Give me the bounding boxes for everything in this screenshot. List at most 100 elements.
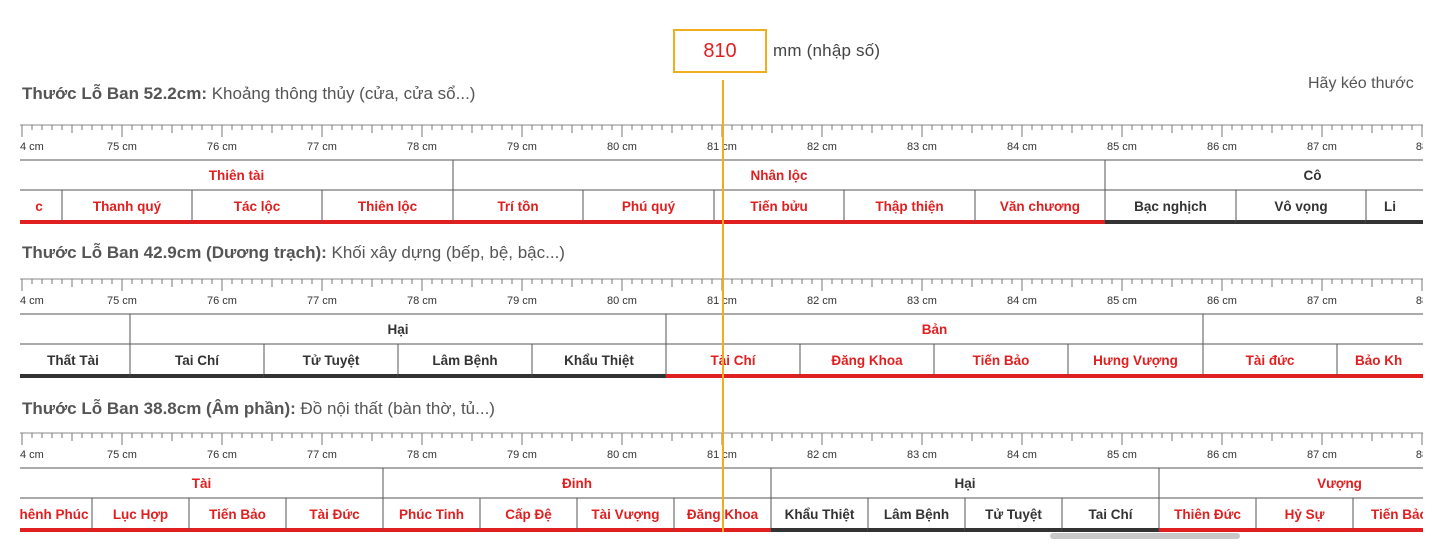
ruler-cell-label: Tai Chí [1088, 507, 1133, 522]
ruler-cell-label: Tử Tuyệt [303, 353, 360, 368]
ruler-cell-label: Tác lộc [234, 199, 281, 214]
horizontal-scrollbar[interactable] [1050, 533, 1240, 539]
ruler-group-label: Cô [1304, 168, 1322, 183]
cell-quality-bar [192, 220, 322, 224]
cell-quality-bar [130, 374, 264, 378]
ruler-cell-label: Tài Chí [710, 353, 756, 368]
cm-label: 83 cm [907, 141, 937, 153]
ruler-cell-label: Tài Đức [309, 507, 360, 522]
ruler-cell-label: Tiến Bảo [973, 353, 1030, 368]
cm-label: 77 cm [307, 295, 337, 307]
drag-hint: Hãy kéo thước [1308, 75, 1414, 92]
ruler-cell-label: Hưng Vượng [1093, 353, 1178, 368]
mm-input-group: mm (nhập số) [673, 26, 880, 76]
cm-label: 4 cm [20, 295, 44, 307]
cm-label: 82 cm [807, 295, 837, 307]
cell-quality-bar [20, 528, 92, 532]
cm-label: 75 cm [107, 295, 137, 307]
cm-label: 88 [1416, 295, 1423, 307]
cm-label: 86 cm [1207, 449, 1237, 461]
cell-quality-bar [62, 220, 192, 224]
cm-label: 85 cm [1107, 295, 1137, 307]
cell-quality-bar [844, 220, 975, 224]
ruler-cell-label: Bạc nghịch [1134, 199, 1207, 214]
cell-quality-bar [1062, 528, 1159, 532]
ruler-title-desc: Khối xây dựng (bếp, bệ, bậc...) [326, 243, 565, 262]
ruler-cell-label: Lâm Bệnh [432, 353, 497, 368]
ruler-title-bold: Thước Lỗ Ban 52.2cm: [22, 84, 207, 103]
ruler-cell-label: Văn chương [1000, 199, 1080, 214]
ruler-cell-label: Phúc Tinh [399, 507, 464, 522]
cm-label: 84 cm [1007, 449, 1037, 461]
ruler-title-52: Thước Lỗ Ban 52.2cm: Khoảng thông thủy (… [22, 84, 475, 104]
ruler-cell-label: Phú quý [622, 199, 676, 214]
ruler-svg: 4 cm 75 cm 76 cm 77 cm 78 cm 79 cm 80 cm 81 cm 8… [20, 124, 1423, 224]
ruler-cell-label: Li [1384, 199, 1396, 214]
ruler-52cm[interactable]: 4 cm 75 cm 76 cm 77 cm 78 cm 79 cm 80 cm 81 cm 8… [20, 122, 1423, 226]
cell-quality-bar [1256, 528, 1353, 532]
ruler-group-label: Đinh [562, 476, 592, 491]
cell-quality-bar [714, 220, 844, 224]
cell-quality-bar [20, 374, 130, 378]
cm-label: 86 cm [1207, 141, 1237, 153]
cm-label: 82 cm [807, 141, 837, 153]
ruler-cell-label: Vô vọng [1274, 199, 1327, 214]
cell-quality-bar [1068, 374, 1203, 378]
cm-label: 87 cm [1307, 141, 1337, 153]
ruler-cell-label: Tiến bửu [750, 199, 808, 214]
cm-label: 78 cm [407, 141, 437, 153]
ruler-cell-label: Hỷ Sự [1285, 507, 1325, 522]
ruler-cell-label: Tài đức [1246, 353, 1295, 368]
cm-label: 4 cm [20, 449, 44, 461]
cm-label: 76 cm [207, 295, 237, 307]
ruler-cell-label: Đăng Khoa [831, 353, 903, 368]
ruler-cell-label: Khẩu Thiệt [564, 353, 634, 368]
cell-quality-bar [1159, 528, 1256, 532]
cell-quality-bar [189, 528, 286, 532]
cm-label: 83 cm [907, 449, 937, 461]
ruler-title-bold: Thước Lỗ Ban 38.8cm (Âm phần): [22, 399, 296, 418]
cm-label: 75 cm [107, 141, 137, 153]
measure-needle[interactable] [722, 80, 724, 532]
cell-quality-bar [771, 528, 868, 532]
cell-quality-bar [934, 374, 1068, 378]
ruler-cell-label: Tài Vượng [591, 507, 659, 522]
cell-quality-bar [800, 374, 934, 378]
ruler-title-42: Thước Lỗ Ban 42.9cm (Dương trạch): Khối … [22, 243, 565, 263]
ruler-group-label: Hại [954, 476, 975, 491]
cm-label: 80 cm [607, 295, 637, 307]
cm-label: 80 cm [607, 449, 637, 461]
cell-quality-bar [264, 374, 398, 378]
cm-label: 85 cm [1107, 449, 1137, 461]
cm-label: 76 cm [207, 141, 237, 153]
ruler-cell-label: Tử Tuyệt [985, 507, 1042, 522]
mm-input[interactable] [673, 29, 767, 73]
cell-quality-bar [1366, 220, 1423, 224]
cell-quality-bar [398, 374, 532, 378]
cm-label: 82 cm [807, 449, 837, 461]
cm-label: 86 cm [1207, 295, 1237, 307]
cm-label: 77 cm [307, 449, 337, 461]
cm-label: 84 cm [1007, 295, 1037, 307]
ruler-group-label: Bản [922, 322, 948, 337]
ruler-cell-label: Trí tồn [497, 199, 538, 214]
cell-quality-bar [1236, 220, 1366, 224]
ruler-group-label: Nhân lộc [750, 168, 807, 183]
ruler-cell-label: Tai Chí [175, 353, 220, 368]
cell-quality-bar [92, 528, 189, 532]
cm-label: 87 cm [1307, 449, 1337, 461]
cell-quality-bar [383, 528, 480, 532]
cell-quality-bar [965, 528, 1062, 532]
cell-quality-bar [1105, 220, 1236, 224]
ruler-cell-label: hênh Phúc [20, 507, 89, 522]
cm-label: 84 cm [1007, 141, 1037, 153]
cell-quality-bar [868, 528, 965, 532]
cell-quality-bar [1353, 528, 1423, 532]
cell-quality-bar [1337, 374, 1423, 378]
ruler-cell-label: Tiến Bảo [209, 507, 266, 522]
cm-label: 76 cm [207, 449, 237, 461]
ruler-title-desc: Đồ nội thất (bàn thờ, tủ...) [295, 399, 495, 418]
cell-quality-bar [20, 220, 62, 224]
cell-quality-bar [666, 374, 800, 378]
cm-label: 77 cm [307, 141, 337, 153]
